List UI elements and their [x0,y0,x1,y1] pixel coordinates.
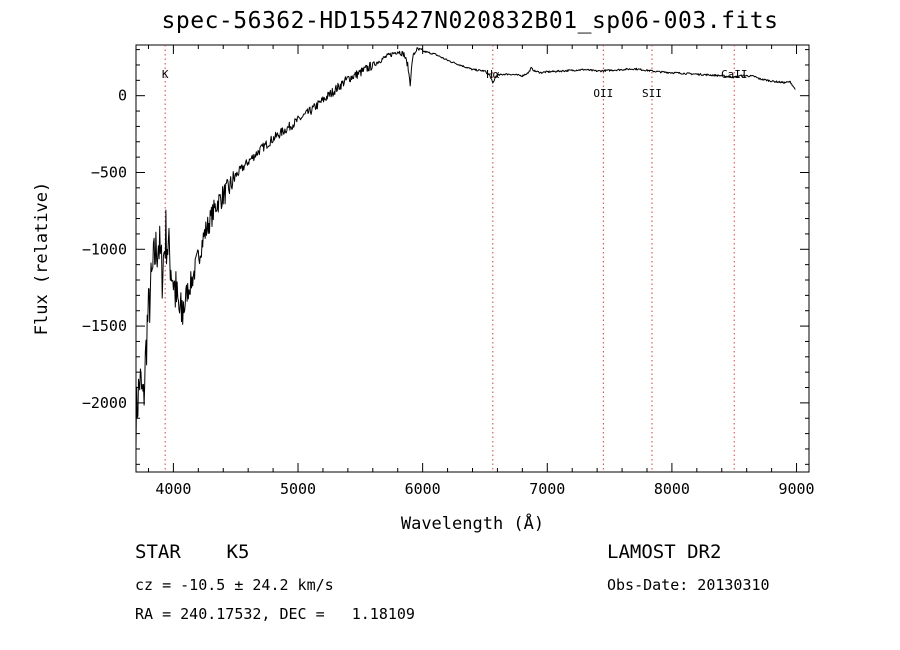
line-marker-label: OII [593,87,613,100]
x-axis-label: Wavelength (Å) [401,512,544,534]
line-marker-label: CaII [721,68,748,81]
y-tick-label: −1000 [82,240,127,258]
page-title: spec-56362-HD155427N020832B01_sp06-003.f… [161,8,779,34]
spectrum-line [135,47,796,448]
coordinates-readout: RA = 240.17532, DEC = 1.18109 [135,605,415,623]
class-label: STAR [135,541,181,563]
line-marker-label: Hα [486,68,500,81]
y-tick-label: −2000 [82,394,127,412]
x-tick-label: 8000 [654,480,690,498]
plot-frame [135,44,810,473]
x-tick-label: 9000 [778,480,814,498]
y-tick-label: −500 [91,163,127,181]
survey-label: LAMOST DR2 [607,541,722,563]
y-tick-label: 0 [118,87,127,105]
x-tick-label: 4000 [155,480,191,498]
x-tick-label: 5000 [280,480,316,498]
obs-date-readout: Obs-Date: 20130310 [607,576,770,594]
line-marker-label: SII [642,87,662,100]
line-marker-label: K [162,68,169,81]
x-tick-label: 6000 [405,480,441,498]
y-tick-label: −1500 [82,317,127,335]
redshift-readout: cz = -10.5 ± 24.2 km/s [135,576,334,594]
object-class: STAR K5 [135,541,249,563]
y-axis-label: Flux (relative) [32,182,52,336]
x-tick-label: 7000 [529,480,565,498]
subclass-label: K5 [226,541,250,563]
